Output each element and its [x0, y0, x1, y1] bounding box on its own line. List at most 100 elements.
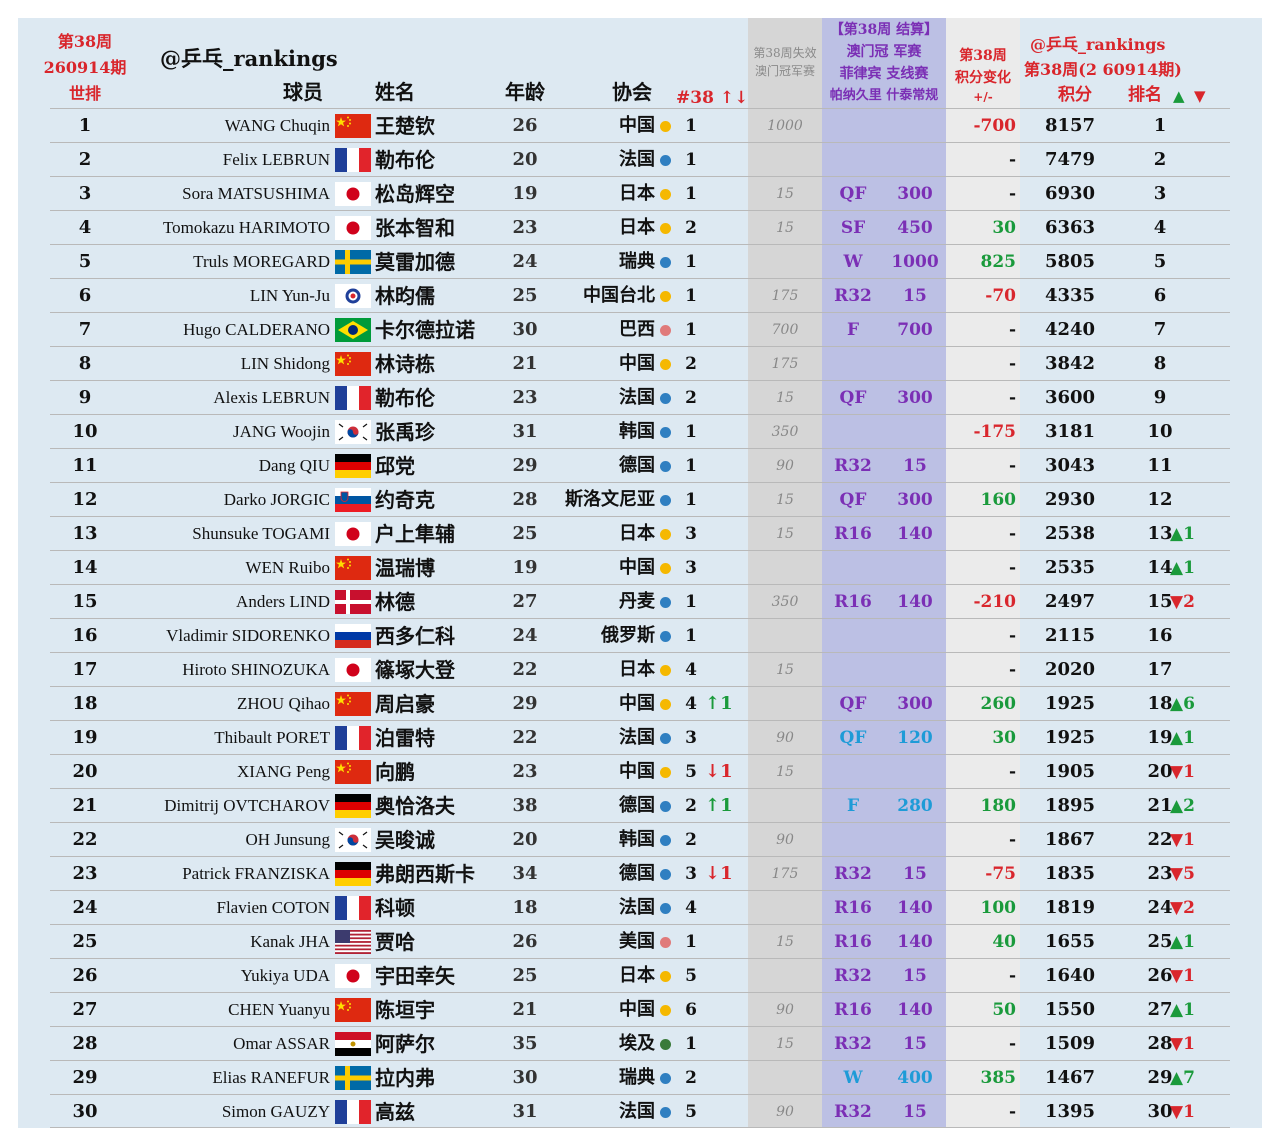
rank-trend-cell: ▲6 — [1170, 694, 1195, 714]
player-name-cn: 陈垣宇 — [375, 998, 435, 1022]
points-change-cell: 50 — [992, 1000, 1016, 1020]
association-cell: 法国 — [619, 727, 655, 748]
player-name-cn: 邱党 — [375, 454, 415, 478]
association-dot-icon — [660, 495, 671, 506]
right-week-label: 第38周(2 60914期) — [1024, 60, 1182, 79]
count-change-cell — [705, 177, 745, 211]
total-points-cell: 2930 — [1044, 489, 1096, 510]
age-cell: 30 — [512, 319, 538, 340]
player-name-en: Truls MOREGARD — [193, 252, 330, 271]
rank-trend-cell — [1170, 347, 1230, 381]
player-name-cn: 向鹏 — [375, 760, 415, 784]
table-row: 18 ZHOU Qihao 周启豪 29 中国 4 ↑1 QF 300 260 1925 18 ▲6 — [50, 686, 1230, 720]
rank-up-arrow-icon: ▲ — [1173, 87, 1185, 105]
table-row: 14 WEN Ruibo 温瑞博 19 中国 3-2535 14 ▲1 — [50, 550, 1230, 584]
count-change-cell — [705, 959, 745, 993]
new-rank-cell: 20 — [1147, 761, 1173, 782]
player-name-cn: 卡尔德拉诺 — [375, 318, 475, 342]
total-points-cell: 3842 — [1044, 353, 1096, 374]
total-points-cell: 3043 — [1044, 455, 1096, 476]
total-points-cell: 2535 — [1044, 557, 1096, 578]
new-rank-cell: 17 — [1147, 659, 1173, 680]
table-row: 6 LIN Yun-Ju 林昀儒 25 中国台北 1 175 R32 15 -70 4335 6 — [50, 278, 1230, 312]
age-cell: 20 — [512, 149, 538, 170]
rank-trend-cell — [1170, 177, 1230, 211]
world-rank-cell: 21 — [72, 795, 98, 816]
age-cell: 29 — [512, 455, 538, 476]
count-cell: 2 — [685, 354, 697, 374]
player-name-en: Flavien COTON — [216, 898, 331, 917]
player-name-cn: 篠塚大登 — [375, 658, 455, 682]
count-cell: 1 — [685, 150, 697, 170]
new-rank-cell: 25 — [1147, 931, 1173, 952]
points-change-cell: 30 — [992, 728, 1016, 748]
association-cell: 日本 — [619, 183, 655, 204]
round-cell — [822, 823, 884, 857]
count-cell: 1 — [685, 490, 697, 510]
count-change-cell: ↓1 — [705, 761, 733, 782]
association-cell: 瑞典 — [619, 251, 655, 272]
lost-points-cell: 90 — [776, 1104, 794, 1120]
rank-trend-cell — [1170, 381, 1230, 415]
rank-trend-cell: ▼2 — [1170, 592, 1195, 612]
player-name-en: LIN Shidong — [240, 354, 330, 373]
player-name-cn: 勒布伦 — [375, 148, 435, 172]
round-cell — [822, 143, 884, 177]
round-cell — [822, 551, 884, 585]
association-dot-icon — [660, 461, 671, 472]
new-rank-cell: 3 — [1153, 183, 1167, 204]
count-cell: 5 — [685, 1102, 697, 1122]
points-change-cell: - — [1008, 320, 1016, 340]
association-cell: 韩国 — [619, 829, 655, 850]
flag-si-icon — [335, 488, 371, 512]
settlement-header-3: 菲律宾 支线赛 — [839, 66, 929, 82]
change-header-1: 第38周 — [959, 48, 1007, 64]
player-name-cn: 弗朗西斯卡 — [375, 862, 475, 886]
flag-se-icon — [335, 1066, 371, 1090]
age-cell: 23 — [512, 387, 538, 408]
association-dot-icon — [660, 393, 671, 404]
world-rank-cell: 22 — [72, 829, 98, 850]
world-rank-cell: 28 — [72, 1033, 98, 1054]
player-name-en: Shunsuke TOGAMI — [192, 524, 330, 543]
world-rank-cell: 24 — [72, 897, 98, 918]
points-change-cell: - — [1008, 762, 1016, 782]
total-points-cell: 1835 — [1044, 863, 1096, 884]
association-cell: 丹麦 — [619, 591, 655, 612]
points-change-cell: 260 — [980, 694, 1017, 714]
player-name-en: Elias RANEFUR — [212, 1068, 330, 1087]
points-change-cell: - — [1008, 456, 1016, 476]
new-rank-cell: 28 — [1147, 1033, 1173, 1054]
new-rank-cell: 13 — [1147, 523, 1173, 544]
age-cell: 24 — [512, 625, 538, 646]
total-points-cell: 5805 — [1044, 251, 1096, 272]
new-rank-cell: 4 — [1153, 217, 1167, 238]
flag-cn-icon — [335, 352, 371, 376]
player-name-cn: 勒布伦 — [375, 386, 435, 410]
rank-trend-cell: ▼1 — [1170, 762, 1195, 782]
points-change-cell: - — [1008, 558, 1016, 578]
age-cell: 35 — [512, 1033, 538, 1054]
round-cell: R32 — [834, 1034, 872, 1054]
total-points-cell: 1467 — [1044, 1067, 1096, 1088]
association-cell: 日本 — [619, 217, 655, 238]
settlement-column-band — [822, 18, 946, 1128]
new-rank-cell: 10 — [1147, 421, 1173, 442]
flag-fr-icon — [335, 148, 371, 172]
new-rank-cell: 24 — [1147, 897, 1173, 918]
points-change-cell: 160 — [980, 490, 1017, 510]
total-points-cell: 1925 — [1044, 727, 1096, 748]
association-dot-icon — [660, 1005, 671, 1016]
lost-points-cell — [748, 245, 822, 279]
total-points-cell: 4240 — [1044, 319, 1096, 340]
table-row: 8 LIN Shidong 林诗栋 21 中国 2 175 - 3842 8 — [50, 346, 1230, 380]
player-name-cn: 宇田幸矢 — [375, 964, 455, 988]
round-cell: R32 — [834, 456, 872, 476]
player-name-cn: 科顿 — [375, 896, 415, 920]
new-rank-cell: 23 — [1147, 863, 1173, 884]
flag-eg-icon — [335, 1032, 371, 1056]
world-rank-cell: 15 — [72, 591, 98, 612]
lost-points-cell: 90 — [776, 730, 794, 746]
ranking-panel — [18, 18, 1262, 1128]
world-rank-cell: 30 — [72, 1101, 98, 1122]
